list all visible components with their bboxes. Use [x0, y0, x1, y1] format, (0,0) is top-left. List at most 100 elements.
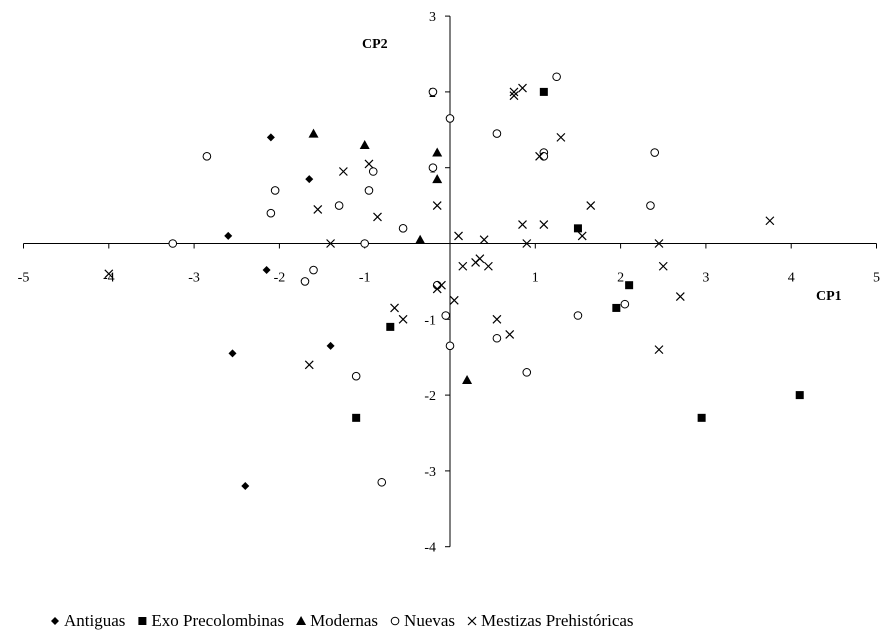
data-point: [573, 311, 583, 320]
legend-marker: [296, 616, 307, 625]
data-point: [338, 167, 348, 176]
data-point: [326, 341, 335, 350]
data-point: [202, 152, 212, 161]
x-tick-label: 1: [532, 271, 539, 286]
data-point: [432, 201, 442, 211]
data-point: [300, 277, 310, 286]
data-point: [445, 341, 455, 351]
x-tick-label: -2: [274, 271, 286, 286]
data-point: [586, 201, 596, 211]
legend-item: Mestizas Prehistóricas: [467, 611, 634, 630]
data-point: [522, 239, 532, 248]
data-point: [492, 129, 502, 138]
y-tick-label: -1: [424, 313, 436, 328]
x-tick-label: 3: [702, 271, 709, 286]
data-point: [492, 314, 502, 324]
series-2: [308, 128, 473, 384]
data-point: [262, 266, 271, 275]
data-point: [535, 151, 544, 161]
data-point: [518, 83, 527, 93]
data-point: [428, 87, 438, 97]
data-point: [104, 269, 114, 279]
series-3: [168, 72, 660, 487]
data-point: [646, 201, 655, 210]
data-point: [654, 345, 664, 355]
data-point: [483, 261, 493, 271]
data-point: [458, 261, 468, 271]
data-point: [398, 224, 408, 233]
data-point: [352, 413, 361, 422]
data-point: [373, 212, 382, 222]
data-point: [377, 477, 387, 487]
legend-item: Antiguas: [51, 611, 125, 630]
data-point: [552, 72, 561, 82]
data-point: [650, 148, 660, 157]
data-point: [304, 360, 314, 370]
data-point: [449, 295, 459, 305]
legend-label: Modernas: [310, 611, 378, 630]
data-point: [518, 220, 527, 229]
legend-marker: [138, 617, 147, 625]
data-point: [241, 482, 250, 491]
x-tick-label: -5: [18, 271, 30, 286]
data-point: [509, 91, 519, 101]
data-point: [556, 132, 566, 142]
x-axis-title: CP1: [816, 289, 842, 304]
data-point: [364, 159, 374, 169]
data-point: [432, 174, 443, 184]
data-point: [658, 261, 668, 271]
data-point: [509, 87, 519, 97]
data-point: [577, 231, 587, 241]
data-point: [309, 265, 318, 275]
data-point: [505, 330, 515, 339]
legend-label: Nuevas: [404, 611, 455, 630]
legend-item: Nuevas: [390, 611, 455, 630]
y-tick-label: -4: [424, 541, 436, 556]
data-point: [266, 208, 276, 218]
x-tick-label: 4: [788, 271, 795, 286]
data-point: [539, 87, 548, 96]
data-point: [326, 239, 336, 248]
data-point: [479, 235, 489, 245]
data-point: [522, 368, 532, 377]
legend-item: Modernas: [296, 611, 378, 630]
x-tick-label: -3: [188, 271, 200, 286]
data-point: [334, 201, 344, 210]
data-point: [539, 152, 549, 161]
data-point: [308, 128, 319, 138]
x-tick-label: 5: [873, 271, 880, 286]
y-tick-label: 3: [429, 10, 436, 25]
data-point: [432, 280, 442, 290]
data-point: [266, 133, 275, 142]
x-tick-label: -1: [359, 271, 371, 286]
data-point: [475, 254, 485, 264]
data-point: [625, 281, 634, 290]
legend-marker: [467, 616, 477, 626]
data-point: [351, 371, 361, 381]
legend-label: Exo Precolombinas: [151, 611, 284, 630]
data-point: [620, 299, 630, 309]
data-point: [313, 204, 323, 214]
data-point: [492, 333, 502, 343]
data-point: [305, 175, 314, 184]
data-point: [386, 322, 395, 331]
data-point: [437, 280, 446, 290]
data-point: [168, 239, 178, 248]
y-axis-title: CP2: [362, 37, 388, 52]
data-point: [675, 292, 685, 301]
data-point: [398, 314, 408, 324]
series-4: [104, 83, 775, 370]
data-point: [364, 186, 374, 195]
data-point: [445, 114, 455, 123]
data-point: [573, 224, 582, 233]
legend-marker: [390, 616, 400, 626]
data-point: [228, 349, 237, 358]
y-tick-label: -2: [424, 389, 436, 404]
data-point: [368, 167, 378, 176]
data-points: [104, 72, 804, 491]
series-0: [224, 133, 335, 491]
data-point: [360, 239, 370, 248]
